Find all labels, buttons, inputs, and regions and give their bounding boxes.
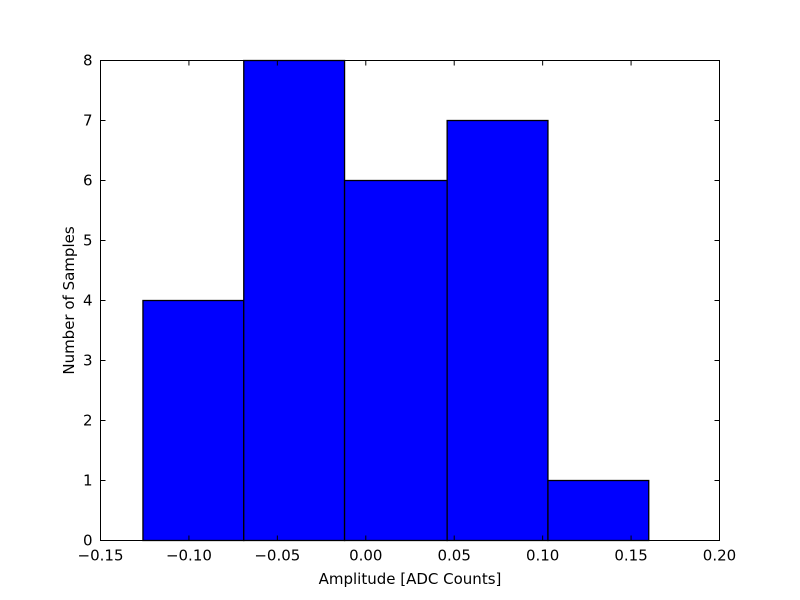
- histogram-bar-1: [142, 299, 245, 542]
- x-tick-label: −0.10: [166, 547, 212, 565]
- y-tick-label: 1: [83, 472, 93, 490]
- y-tick-label: 6: [83, 172, 93, 190]
- x-tick-label: 0.15: [614, 547, 647, 565]
- y-tick-label: 0: [83, 532, 93, 550]
- x-tick-label: 0.05: [438, 547, 471, 565]
- histogram-bar-3: [343, 179, 448, 542]
- y-tick-label: 5: [83, 232, 93, 250]
- y-tick-label: 4: [83, 292, 93, 310]
- tick-labels-layer: −0.15 −0.10 −0.05 0.00 0.05 0.10 0.15 0.20 0 1 2 3 4…: [78, 52, 737, 565]
- y-tick-label: 2: [83, 412, 93, 430]
- x-tick-label: −0.15: [78, 547, 124, 565]
- histogram-bar-5: [547, 479, 650, 542]
- y-tick-label: 3: [83, 352, 93, 370]
- y-axis-label: Number of Samples: [60, 226, 78, 374]
- y-tick-label: 8: [83, 52, 93, 70]
- x-tick-label: 0.10: [526, 547, 559, 565]
- histogram-bar-4: [446, 119, 549, 542]
- x-tick-label: 0.20: [703, 547, 736, 565]
- x-axis-label: Amplitude [ADC Counts]: [319, 570, 502, 588]
- bars-layer: [142, 59, 650, 542]
- ticks-layer: [100, 60, 720, 541]
- histogram-bar-2: [243, 59, 346, 542]
- y-tick-label: 7: [83, 112, 93, 130]
- x-tick-label: −0.05: [254, 547, 300, 565]
- x-tick-label: 0.00: [349, 547, 382, 565]
